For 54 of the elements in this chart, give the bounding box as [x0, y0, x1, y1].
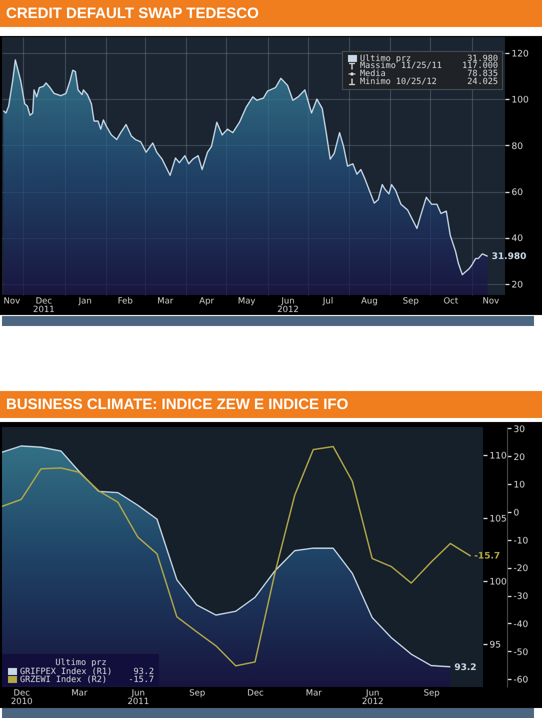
annotation: 24.025 — [466, 76, 498, 87]
data-label: 93.2 — [454, 662, 477, 673]
y2-tick-label: -40 — [514, 620, 528, 630]
x-tick-label: Feb — [118, 296, 133, 306]
x-tick-label: May — [238, 296, 256, 306]
x-tick-label: Jun 2011 — [127, 688, 150, 707]
y2-tick-label: 10 — [514, 480, 526, 491]
annotation: 93.2 — [134, 666, 154, 677]
x-tick-label: Sep — [189, 688, 206, 698]
y-tick-label: 20 — [512, 280, 524, 290]
legend-label: GRZEWI Index (R2) — [20, 674, 107, 685]
y2-tick-label: -30 — [514, 592, 528, 602]
x-tick-label: Jan — [78, 296, 92, 306]
x-tick-label: Dec 2010 — [10, 688, 33, 707]
chart-title: CREDIT DEFAULT SWAP TEDESCO — [0, 0, 542, 27]
x-tick-label: Dec — [247, 688, 264, 698]
x-tick-label: Jun 2012 — [362, 688, 384, 707]
legend-label: GRIFPEX Index (R1) — [20, 666, 112, 677]
x-tick-label: Aug — [361, 296, 378, 306]
y2-tick-label: -60 — [514, 676, 528, 686]
x-tick-label: Mar — [306, 688, 322, 698]
x-tick-label: Sep — [402, 296, 419, 306]
x-tick-label: Apr — [199, 296, 214, 306]
data-label: -15.7 — [474, 552, 500, 562]
y-tick-label: 105 — [490, 514, 507, 524]
y-tick-label: 110 — [490, 451, 507, 462]
y-tick-label: 95 — [490, 640, 501, 651]
y-tick-label: 40 — [512, 234, 524, 244]
y-tick-label: 100 — [490, 577, 507, 588]
y2-tick-label: -10 — [514, 536, 528, 546]
y-tick-label: 80 — [512, 142, 524, 152]
y2-tick-label: -50 — [514, 648, 528, 658]
x-tick-label: Jul — [322, 296, 334, 306]
data-label: 31.980 — [492, 252, 526, 262]
x-tick-label: Nov — [482, 296, 500, 306]
y-tick-label: 60 — [512, 188, 524, 198]
x-tick-label: Sep — [424, 688, 440, 698]
x-tick-label: Dec 2011 — [33, 296, 55, 315]
legend-title: Ultimo prz — [55, 658, 107, 668]
x-tick-label: Oct — [443, 296, 459, 306]
y-tick-label: 120 — [512, 49, 529, 60]
y2-tick-label: -20 — [514, 564, 528, 574]
chart-title: BUSINESS CLIMATE: INDICE ZEW E INDICE IFO — [0, 391, 542, 418]
x-tick-label: Mar — [157, 296, 174, 306]
y2-tick-label: 0 — [514, 508, 520, 518]
x-tick-label: Jun 2012 — [277, 296, 299, 315]
annotation: Media — [360, 68, 386, 79]
annotation: -15.7 — [127, 674, 154, 685]
annotation: 78.835 — [466, 68, 498, 79]
x-tick-label: Nov — [4, 296, 20, 306]
annotation: Minimo 10/25/12 — [360, 76, 437, 87]
y2-tick-label: 30 — [514, 424, 526, 435]
y-tick-label: 100 — [512, 96, 529, 106]
x-tick-label: Mar — [71, 688, 88, 698]
